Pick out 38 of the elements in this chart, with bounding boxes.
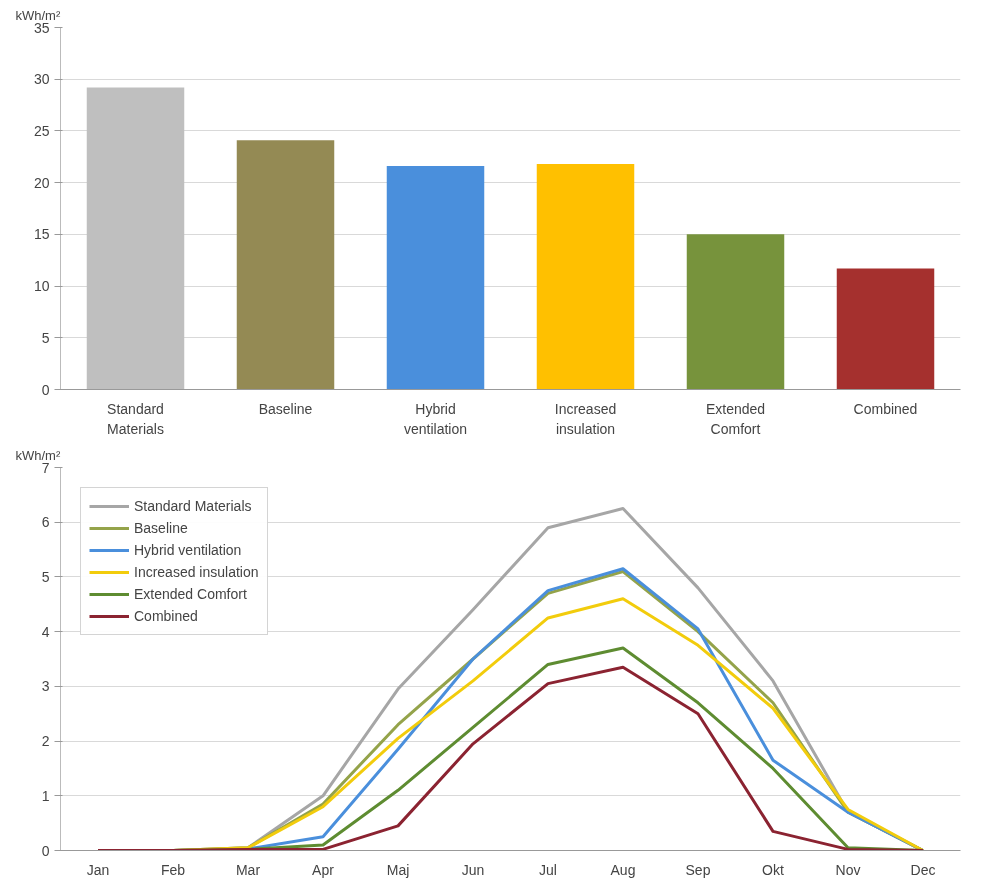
x-tick-label: Sep xyxy=(685,861,711,878)
x-tick-label: Feb xyxy=(160,861,186,878)
y-tick-label: 6 xyxy=(41,514,50,531)
y-tick-label: 10 xyxy=(33,278,50,295)
y-tick-label: 15 xyxy=(33,226,50,243)
y-tick-label: 1 xyxy=(41,787,50,804)
legend-label: Extended Comfort xyxy=(134,586,247,602)
x-tick-label: Standard Materials xyxy=(107,400,164,438)
x-tick-label: Jan xyxy=(86,861,110,878)
y-tick-label: 4 xyxy=(41,623,50,640)
x-tick-label: Combined xyxy=(853,400,918,417)
y-tick-label: 30 xyxy=(33,71,50,88)
x-tick-label: Dec xyxy=(910,861,936,878)
x-tick-label: Maj xyxy=(386,861,410,878)
x-tick-label: Aug xyxy=(610,861,636,878)
x-tick-label: Baseline xyxy=(258,400,313,417)
x-tick-label: Jul xyxy=(539,861,557,878)
x-tick-label: Okt xyxy=(762,861,784,878)
x-tick-label: Jun xyxy=(461,861,485,878)
x-tick-label: Extended Comfort xyxy=(705,400,766,438)
x-tick-label: Apr xyxy=(312,861,335,878)
x-tick-label: Nov xyxy=(835,861,861,878)
legend-label: Combined xyxy=(134,608,198,624)
y-tick-label: 0 xyxy=(41,842,50,859)
legend-label: Standard Materials xyxy=(134,498,252,514)
y-tick-label: 5 xyxy=(41,568,50,585)
y-tick-label: 3 xyxy=(41,678,50,695)
x-tick-label: Mar xyxy=(235,861,261,878)
legend-label: Baseline xyxy=(134,520,188,536)
x-tick-label: Hybrid ventilation xyxy=(403,400,468,438)
legend-label: Increased insulation xyxy=(134,564,259,580)
y-tick-label: 20 xyxy=(33,174,50,191)
y-tick-label: 5 xyxy=(41,329,50,346)
y-tick-label: 2 xyxy=(41,733,50,750)
y-tick-label: 25 xyxy=(33,122,50,139)
y-tick-label: 0 xyxy=(41,381,50,398)
legend-label: Hybrid ventilation xyxy=(134,542,242,558)
x-tick-label: Increased insulation xyxy=(554,400,617,438)
